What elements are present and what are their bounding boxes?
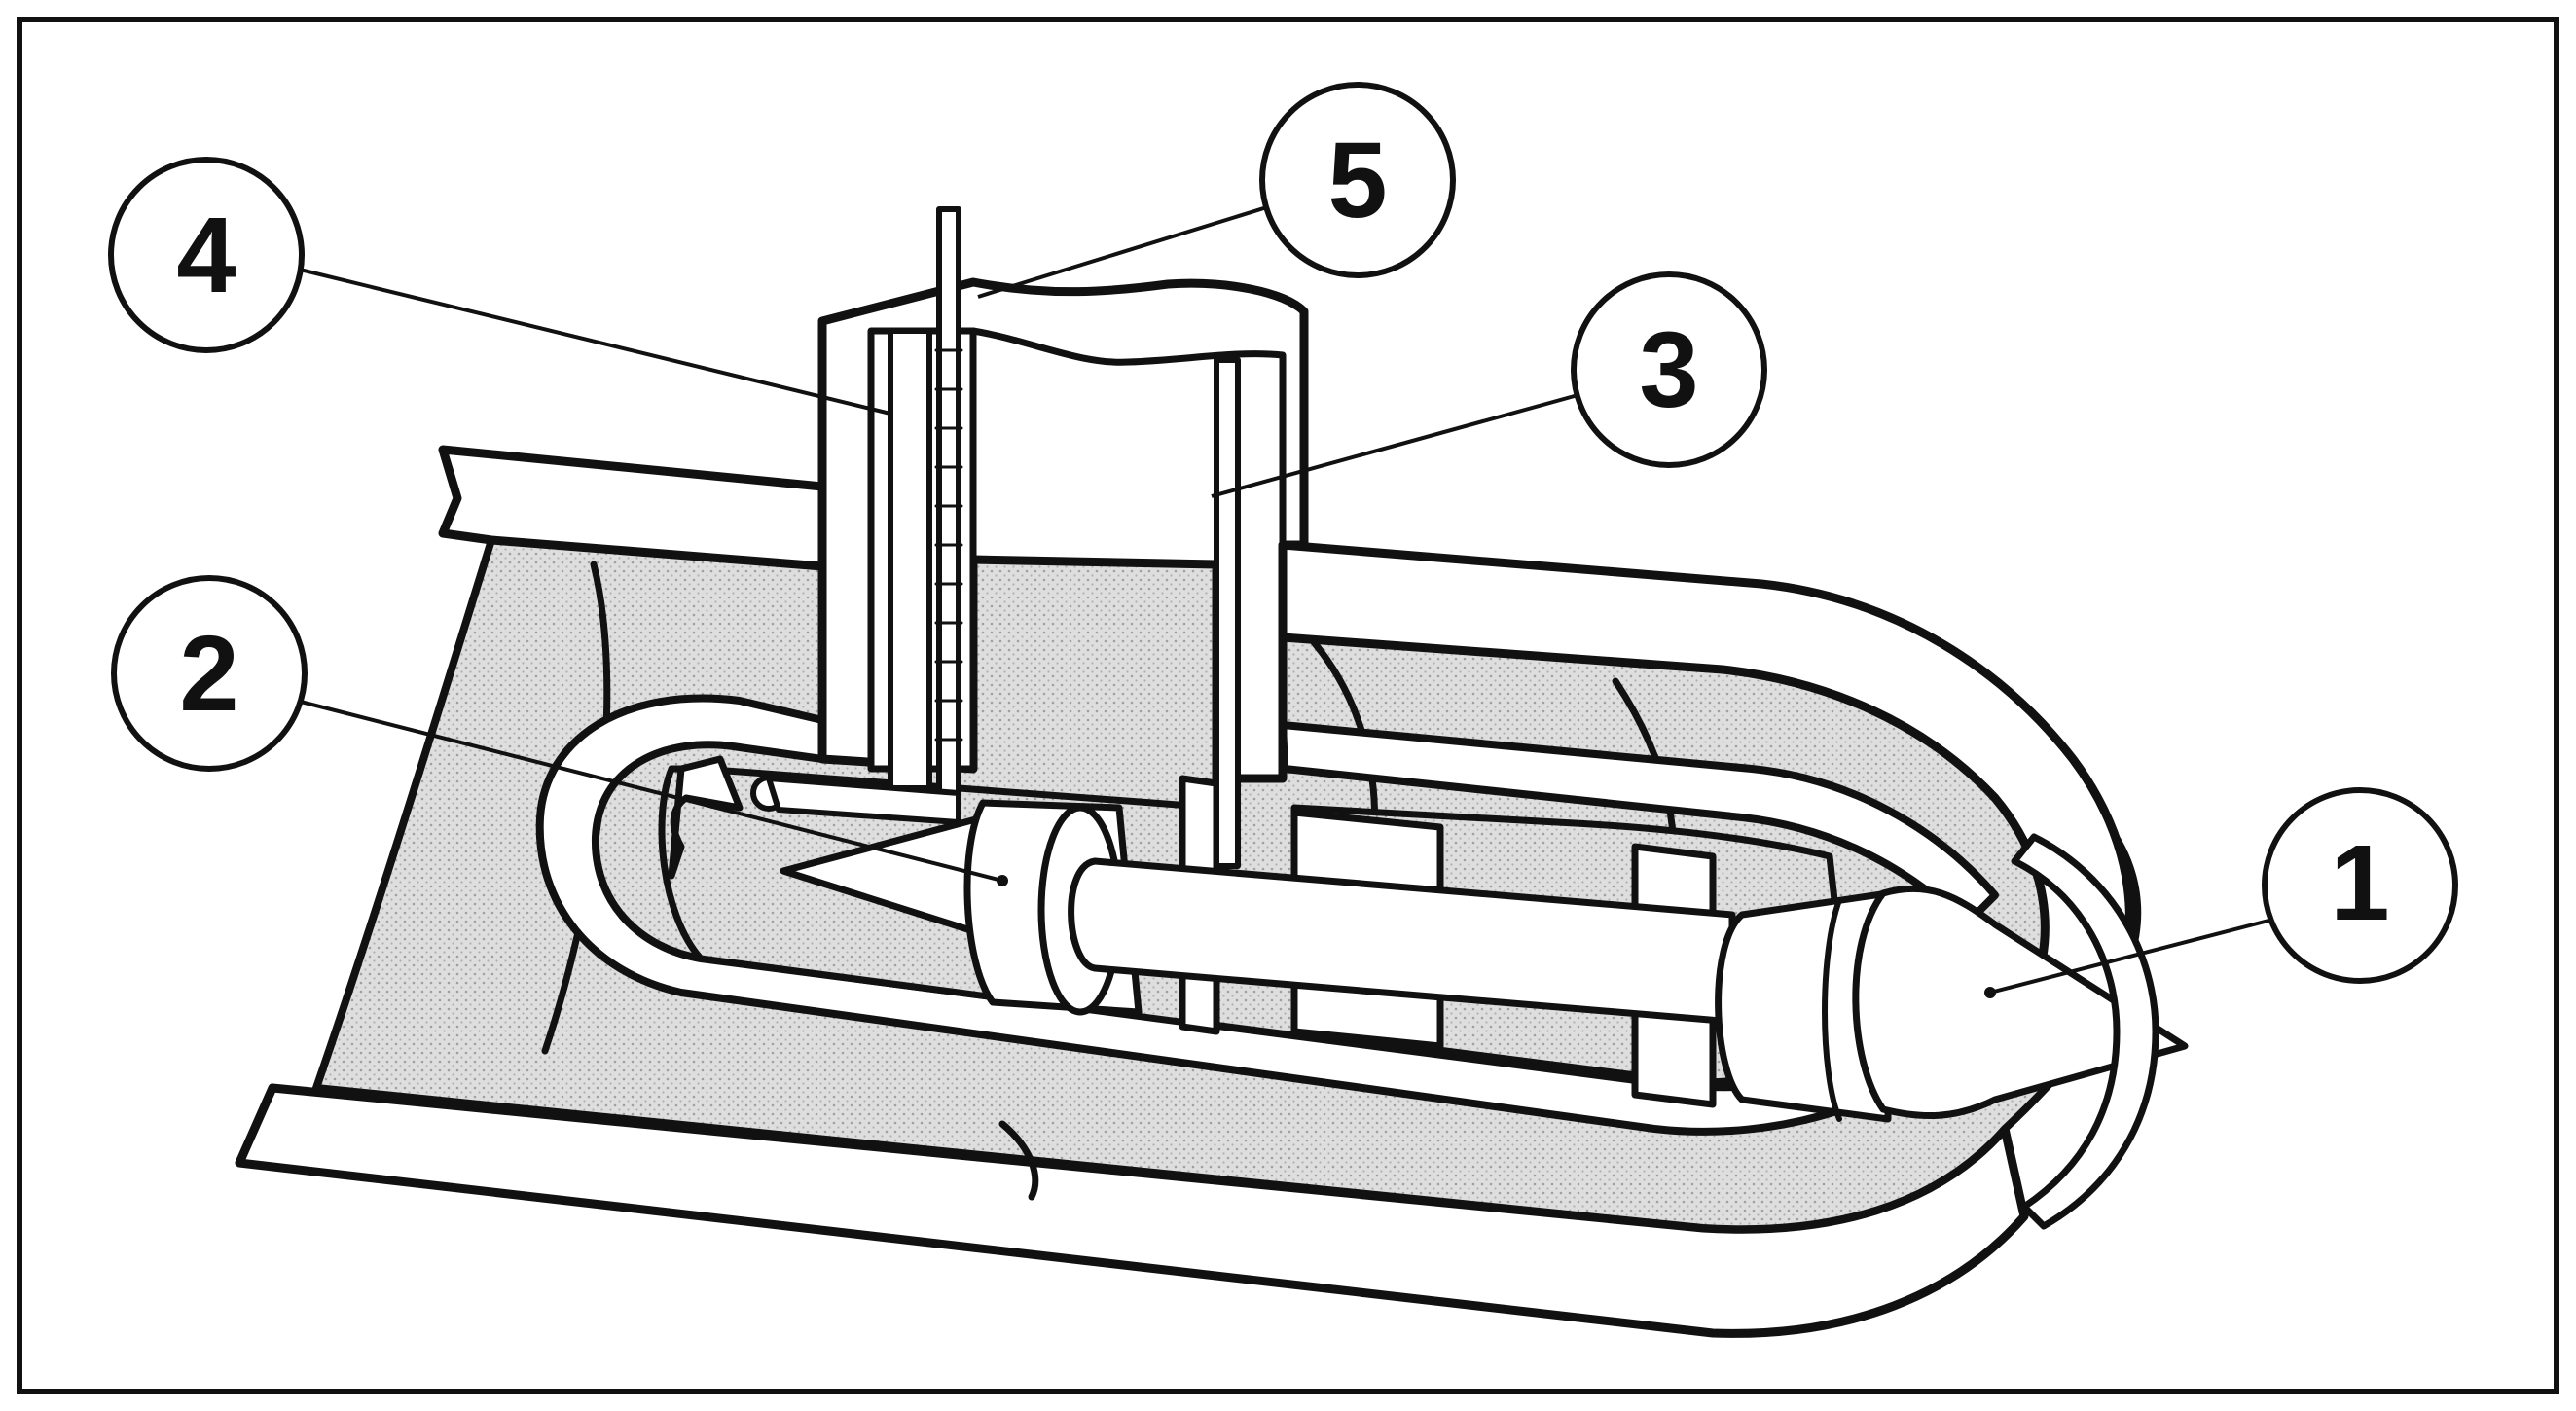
leader-line-3 [1211, 392, 1582, 498]
leader-dot-1 [1984, 987, 1996, 998]
inner-wall-left [668, 755, 744, 880]
leader-dot-2 [997, 875, 1008, 886]
spindle-cone [1852, 885, 2189, 1119]
casing-rib-2 [998, 1120, 1039, 1201]
callout-5-label: 5 [1327, 121, 1387, 240]
callout-1-label: 1 [2330, 823, 2389, 943]
callout-3-label: 3 [1639, 310, 1698, 430]
callout-2: 2 [111, 575, 308, 772]
callout-4-label: 4 [176, 196, 236, 315]
needle-stem-thread [934, 348, 963, 742]
leader-line-2 [296, 699, 1003, 883]
inner-guide-top [1279, 721, 1999, 928]
needle-stem [936, 206, 961, 801]
needle-stem-sleeve [888, 328, 932, 791]
callout-1: 1 [2262, 787, 2458, 984]
leader-line-4 [291, 266, 891, 416]
callout-5: 5 [1259, 82, 1456, 278]
callout-3: 3 [1571, 271, 1767, 468]
leader-line-1 [1989, 918, 2273, 995]
adjusting-rod [1214, 357, 1241, 869]
spindle-seam [1822, 897, 1842, 1122]
leader-line-5 [977, 204, 1271, 299]
spindle-body [1715, 889, 1892, 1123]
callout-2-label: 2 [179, 614, 238, 734]
callout-4: 4 [108, 157, 305, 353]
housing-torn-top [969, 327, 1287, 549]
diagram-border [17, 17, 2559, 1394]
main-shaft [1068, 857, 1736, 1026]
